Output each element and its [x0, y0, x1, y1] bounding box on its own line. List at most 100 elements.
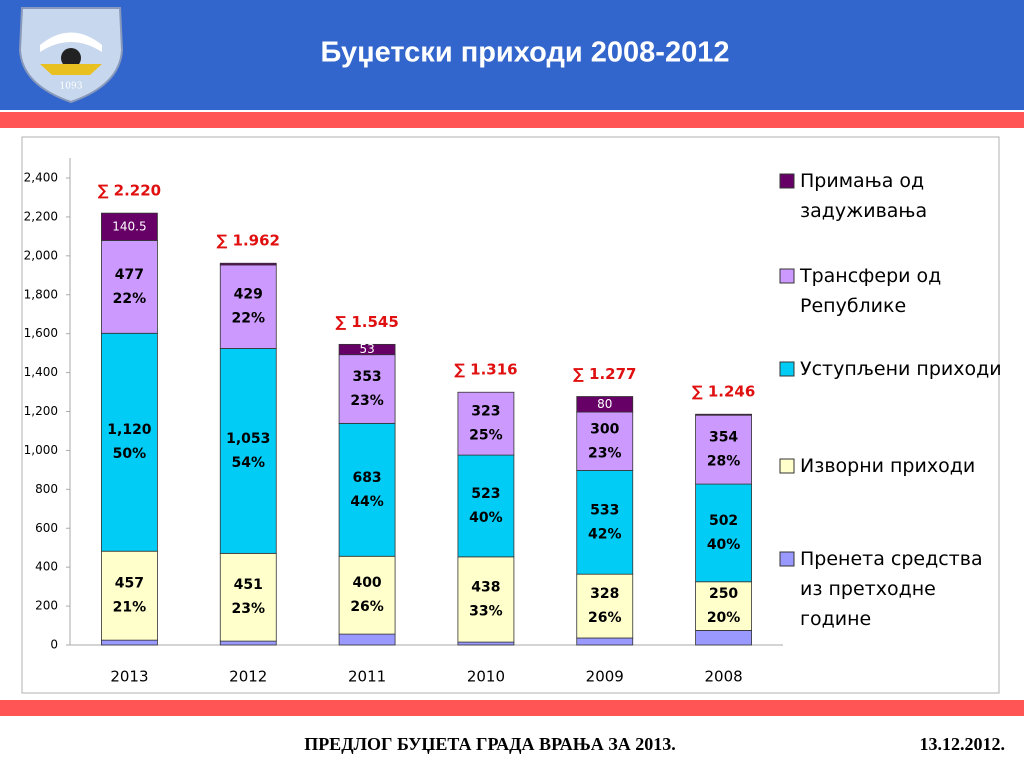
y-tick-label: 1,600	[24, 326, 58, 340]
value-label: 438	[471, 579, 500, 595]
percent-label: 21%	[113, 600, 147, 616]
logo-text: 1093	[60, 82, 83, 92]
bar-segment	[219, 262, 277, 266]
percent-label: 20%	[707, 610, 741, 626]
value-label: 400	[352, 575, 381, 591]
logo-gear	[61, 48, 81, 68]
value-label: 53	[359, 342, 374, 356]
value-label: 1,120	[107, 422, 152, 438]
legend-label: Трансфери од Републике	[800, 265, 942, 317]
value-label: 683	[352, 470, 381, 486]
value-label: 140.5	[112, 219, 146, 233]
percent-label: 22%	[231, 311, 265, 327]
bar-segment	[219, 552, 277, 642]
bar-segment	[576, 637, 634, 646]
value-label: 1,053	[226, 431, 270, 447]
header-band	[0, 0, 1024, 110]
percent-label: 26%	[350, 599, 384, 615]
percent-label: 23%	[588, 445, 622, 461]
percent-label: 42%	[588, 526, 622, 542]
y-tick-label: 2,400	[24, 171, 58, 185]
y-tick-label: 1,800	[24, 287, 58, 301]
percent-label: 40%	[469, 510, 503, 526]
percent-label: 22%	[113, 291, 147, 307]
percent-label: 54%	[231, 455, 265, 471]
y-tick-label: 800	[35, 482, 58, 496]
value-label: 451	[234, 577, 263, 593]
x-tick-label: 2008	[704, 668, 742, 686]
y-tick-label: 1,200	[24, 404, 58, 418]
y-tick-label: 400	[35, 560, 58, 574]
bar-segment	[219, 348, 277, 554]
logo-wing	[40, 64, 102, 75]
bar-segment	[338, 555, 396, 635]
percent-label: 28%	[707, 454, 741, 470]
legend-label: Пренета средства из претходне године	[800, 548, 983, 630]
slide-title: Буџетски приходи 2008-2012	[321, 37, 730, 69]
footer-date: 13.12.2012.	[920, 734, 1006, 754]
percent-label: 25%	[469, 428, 503, 444]
percent-label: 26%	[588, 610, 622, 626]
total-label: ∑ 1.277	[573, 365, 636, 383]
percent-label: 33%	[469, 603, 503, 619]
bar-segment	[219, 264, 277, 349]
x-tick-label: 2011	[348, 668, 386, 686]
value-label: 328	[590, 586, 619, 602]
bar-segment	[219, 640, 277, 646]
value-label: 323	[471, 404, 500, 420]
value-label: 429	[234, 287, 263, 303]
total-label: ∑ 1.316	[454, 361, 517, 379]
x-tick-label: 2013	[110, 668, 148, 686]
value-label: 353	[352, 369, 381, 385]
value-label: 523	[471, 486, 500, 502]
bar-segment	[101, 332, 158, 552]
value-label: 457	[115, 576, 144, 592]
bar-segment	[338, 343, 396, 356]
bar-segment	[576, 573, 634, 639]
legend-swatch	[779, 173, 795, 189]
bar-segment	[695, 581, 752, 631]
legend-swatch	[779, 361, 795, 377]
percent-label: 40%	[707, 537, 741, 553]
y-tick-label: 1,400	[24, 365, 58, 379]
y-tick-label: 2,000	[24, 248, 58, 262]
bar-segment	[695, 414, 752, 485]
total-label: ∑ 1.246	[692, 383, 755, 401]
bar-segment	[457, 391, 515, 456]
total-label: ∑ 1.962	[217, 232, 280, 250]
value-label: 250	[709, 586, 738, 602]
x-tick-label: 2012	[229, 668, 267, 686]
y-tick-label: 1,000	[24, 443, 58, 457]
value-label: 354	[709, 430, 738, 446]
bar-segment	[695, 413, 752, 416]
value-label: 80	[597, 397, 612, 411]
bar-segment	[457, 556, 515, 643]
y-tick-label: 600	[35, 521, 58, 535]
legend-swatch	[779, 551, 795, 567]
total-label: ∑ 1.545	[335, 313, 398, 331]
legend-label: Примања од задуживања	[800, 170, 928, 222]
total-label: ∑ 2.220	[98, 182, 161, 200]
bar-segment	[576, 396, 634, 413]
value-label: 477	[115, 267, 144, 283]
percent-label: 44%	[350, 494, 384, 510]
y-tick-label: 0	[50, 638, 58, 652]
bar-segment	[101, 639, 158, 646]
bar-segment	[101, 212, 158, 241]
legend-swatch	[779, 458, 795, 474]
value-label: 300	[590, 421, 619, 437]
percent-label: 23%	[350, 393, 384, 409]
bar-segment	[695, 630, 752, 646]
value-label: 533	[590, 502, 619, 518]
bar-segment	[101, 550, 158, 641]
bar-segment	[457, 641, 515, 646]
bar-segment	[695, 483, 752, 583]
footer-text: ПРЕДЛОГ БУЏЕТА ГРАДА ВРАЊА ЗА 2013.	[304, 734, 676, 754]
y-tick-label: 2,200	[24, 209, 58, 223]
header-stripe	[0, 112, 1024, 128]
x-tick-label: 2009	[586, 668, 624, 686]
bar-segment	[338, 422, 396, 557]
footer-stripe	[0, 700, 1024, 716]
